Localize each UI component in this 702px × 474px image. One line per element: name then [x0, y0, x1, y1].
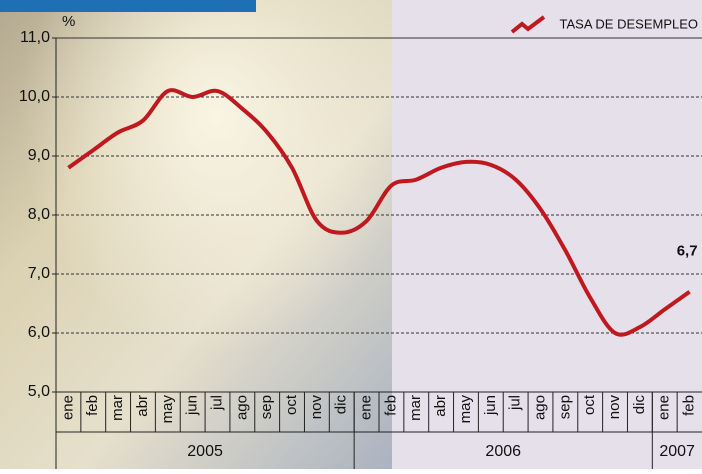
x-tick-label: jul [208, 395, 225, 411]
y-tick-label: 7,0 [28, 265, 50, 282]
year-label: 2006 [485, 443, 521, 460]
x-tick-label: sep [556, 395, 573, 419]
year-label: 2005 [187, 443, 223, 460]
chart: % TASA DE DESEMPLEO 5,0 6,0 7,0 8,0 9,0 10,0 1… [0, 0, 702, 469]
x-tick-label: feb [681, 395, 698, 416]
x-tick-label: ene [59, 395, 76, 420]
x-tick-label: nov [308, 395, 325, 420]
header-bar [0, 0, 256, 12]
y-tick-label: 9,0 [28, 147, 50, 164]
x-tick-label: may [159, 395, 176, 424]
y-tick-label: 11,0 [20, 29, 50, 46]
value-label: 6,7 [677, 243, 698, 260]
x-tick-label: dic [631, 395, 648, 415]
x-tick-label: abr [134, 395, 151, 417]
x-tick-label: mar [407, 395, 424, 421]
y-tick-label: 10,0 [19, 88, 50, 105]
year-label: 2007 [659, 443, 695, 460]
x-tick-label: abr [432, 395, 449, 417]
x-tick-label: ago [233, 395, 250, 420]
x-tick-label: oct [581, 394, 598, 415]
legend-label: TASA DE DESEMPLEO [560, 16, 698, 31]
x-tick-label: ene [358, 395, 375, 420]
unit-label: % [62, 13, 75, 30]
y-tick-label: 8,0 [28, 206, 50, 223]
x-tick-label: jun [184, 395, 201, 416]
x-tick-label: ago [531, 395, 548, 420]
y-tick-label: 6,0 [28, 324, 50, 341]
x-tick-label: oct [283, 394, 300, 415]
x-tick-label: feb [84, 395, 101, 416]
x-tick-label: mar [109, 395, 126, 421]
x-tick-label: sep [258, 395, 275, 419]
x-tick-label: feb [382, 395, 399, 416]
x-tick-label: may [457, 395, 474, 424]
x-tick-label: jul [507, 395, 524, 411]
x-tick-label: jun [482, 395, 499, 416]
x-tick-label: nov [606, 395, 623, 420]
x-tick-label: ene [656, 395, 673, 420]
x-tick-label: dic [333, 395, 350, 415]
y-tick-label: 5,0 [28, 383, 50, 400]
